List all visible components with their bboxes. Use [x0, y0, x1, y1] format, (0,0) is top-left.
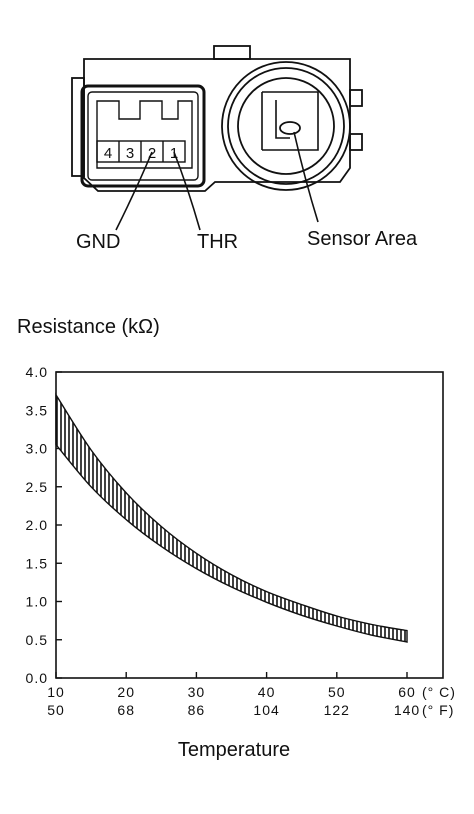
sensor-element: [261, 91, 319, 151]
sensor-ring-outer: [221, 61, 351, 191]
connector-frame-outer: [80, 84, 206, 188]
sensor-connector-drawing: [71, 45, 363, 231]
x-tick-label-celsius: 20: [117, 684, 135, 700]
sensor-ring-inner: [237, 77, 335, 175]
resistance-tolerance-band: [55, 392, 408, 643]
x-tick-label-celsius: 30: [188, 684, 206, 700]
y-tick-label: 2.5: [26, 479, 48, 495]
connector-keyway: [96, 100, 193, 169]
pin-3-label: 3: [126, 145, 134, 162]
sensor-housing: [83, 58, 351, 192]
y-tick-label: 0.5: [26, 632, 48, 648]
sensor-area-spot: [279, 121, 301, 135]
x-tick-label-celsius: 40: [258, 684, 276, 700]
sensor-area-label: Sensor Area: [307, 228, 418, 250]
pin-4-label: 4: [104, 145, 112, 162]
y-axis-ticks: 0.0 0.5 1.0 1.5 2.0 2.5 3.0 3.5 4.0: [26, 364, 62, 686]
x-tick-label-fahrenheit: 104: [253, 702, 279, 718]
gnd-leader-line: [115, 151, 153, 231]
x-axis-ticks: 10 50 20 68 30 86 40 104 50 122 60 140: [47, 672, 420, 718]
y-axis-title: Resistance (kΩ): [17, 316, 160, 338]
pin-1-label: 1: [170, 145, 178, 162]
connector-frame-inner: [87, 91, 199, 181]
x-unit-celsius: (° C): [422, 684, 456, 700]
x-axis-title: Temperature: [178, 739, 290, 761]
x-tick-label-fahrenheit: 50: [47, 702, 65, 718]
y-tick-label: 0.0: [26, 670, 48, 686]
thr-label: THR: [197, 231, 238, 253]
y-tick-label: 1.5: [26, 555, 48, 571]
sensor-area-leader-line: [293, 131, 319, 223]
x-tick-label-fahrenheit: 86: [188, 702, 206, 718]
top-tab: [213, 45, 251, 60]
x-tick-label-fahrenheit: 122: [324, 702, 350, 718]
thr-leader-line: [173, 151, 201, 231]
gnd-label: GND: [76, 231, 120, 253]
right-tab-lower: [349, 133, 363, 151]
y-tick-label: 1.0: [26, 594, 48, 610]
sensor-ring-middle: [227, 67, 345, 185]
y-tick-label: 3.5: [26, 402, 48, 418]
y-tick-label: 4.0: [26, 364, 48, 380]
right-tab-upper: [349, 89, 363, 107]
x-tick-label-fahrenheit: 140: [394, 702, 420, 718]
x-tick-label-celsius: 50: [328, 684, 346, 700]
x-tick-label-celsius: 60: [398, 684, 416, 700]
y-tick-label: 3.0: [26, 441, 48, 457]
pin-2-label: 2: [148, 145, 156, 162]
y-tick-label: 2.0: [26, 517, 48, 533]
x-unit-fahrenheit: (° F): [422, 702, 454, 718]
x-tick-label-celsius: 10: [47, 684, 65, 700]
x-tick-label-fahrenheit: 68: [117, 702, 135, 718]
